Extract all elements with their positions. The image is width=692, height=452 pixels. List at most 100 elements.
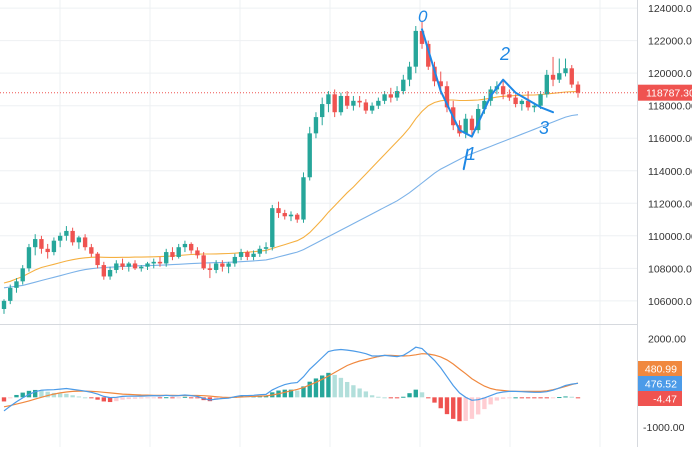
candle [89,243,94,257]
candle [519,99,525,111]
histogram-bar [475,397,481,415]
axis-badges: 118787.30 480.99 476.52 -4.47 [638,84,692,406]
wave-drawing [421,28,554,138]
histogram-bar [357,388,362,398]
histogram-bar [463,397,468,421]
histogram-bar [1,397,7,402]
candle [139,265,144,272]
candle-body [444,86,450,108]
candle-body [288,214,294,217]
histogram-bar [538,397,543,399]
candle-body [407,66,412,80]
candle-body [376,100,381,106]
candle [107,266,113,280]
histogram-bar [488,397,493,405]
histogram-bar [295,390,300,398]
candle [507,89,512,101]
macd-tick-label: -1000.00 [643,422,685,434]
candle-body [369,105,375,111]
histogram-bar [457,397,462,422]
signal-line [3,353,579,408]
candle [320,97,325,126]
candle [157,256,163,267]
candle [301,172,306,223]
candle-body [401,79,406,92]
histogram-bar [363,391,369,398]
candle-body [388,94,394,98]
candle-body [557,73,562,80]
histogram-bar [544,397,549,399]
candle-body [357,100,362,103]
candle [538,91,543,109]
histogram-bar [388,397,394,399]
price-tick-label: 122000.00 [648,36,692,48]
candle-body [301,177,306,220]
candle [14,278,19,293]
histogram-bar [307,381,312,398]
candle [475,104,481,134]
price-tick-label: 106000.00 [648,296,692,308]
macd-badge [638,376,682,391]
signal-badge [638,361,682,376]
candle-body [251,253,256,257]
candle-body [382,94,387,101]
histogram-bar [394,397,400,399]
price-tick-label: 112000.00 [648,198,692,210]
candle [151,258,156,269]
candle [382,91,387,105]
histogram-bar [176,397,181,399]
histogram-bar [95,397,100,400]
price-axis[interactable]: 124000.00 122000.00 120000.00 118000.00 1160… [648,3,692,308]
histogram-bar [438,397,443,409]
candle-body [120,263,125,267]
candle [544,69,549,98]
candle-body [276,208,281,214]
macd-axis[interactable]: 2000.00 -1000.00 [643,333,686,434]
candle-body [245,252,250,257]
histogram-bar [188,397,194,399]
candle [270,204,275,251]
candle [95,252,100,269]
histogram-bar [419,392,425,398]
candle-body [64,230,69,236]
candle [344,91,350,109]
histogram-bar [507,397,512,399]
candle [426,40,431,70]
candle [357,95,362,108]
candle-body [326,94,331,105]
candle [132,260,138,270]
histogram-bar [82,397,88,399]
histogram-bar [14,394,19,398]
histogram-bar [320,375,325,398]
histogram-bar [432,397,437,403]
candle [401,74,406,95]
price-tick-label: 124000.00 [648,3,692,15]
candle-body [76,237,82,243]
candle-body [170,252,175,257]
candle-body [282,213,287,217]
candle [82,234,88,251]
candle [326,91,331,113]
candle-body [532,105,537,108]
candle-body [232,256,238,264]
candle-body [295,214,300,220]
wave-tick [462,148,469,171]
histogram-bar [288,389,294,398]
candle [238,248,244,261]
candle-body [57,235,63,241]
histogram-bar [376,396,381,398]
histogram-bar [413,389,418,398]
wave-label-0: 0 [418,7,428,26]
candle-body [519,100,525,105]
candle-body [176,247,181,257]
candle-body [195,250,200,256]
histogram-bar [207,397,213,402]
histogram-bar [164,397,169,399]
candle [295,213,300,223]
candle [376,97,381,109]
candle [388,87,394,103]
price-tick-label: 116000.00 [648,133,692,145]
candle [369,102,375,114]
